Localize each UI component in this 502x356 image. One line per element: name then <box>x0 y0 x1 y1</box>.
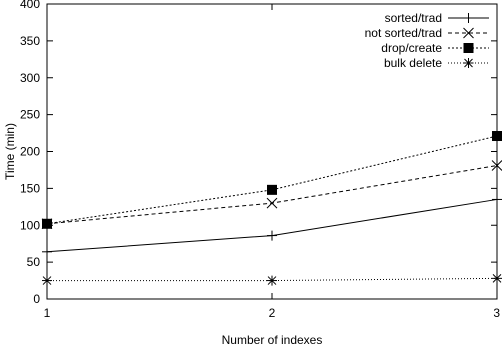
legend-marker <box>463 43 474 53</box>
y-tick-label: 200 <box>20 145 40 159</box>
data-point <box>267 230 277 241</box>
y-tick-label: 250 <box>20 108 40 122</box>
y-tick-label: 350 <box>20 34 40 48</box>
y-tick-label: 50 <box>27 255 41 269</box>
y-tick-label: 0 <box>33 292 40 306</box>
legend-label: not sorted/trad <box>365 26 442 40</box>
series-line <box>46 135 498 225</box>
legend-label: sorted/trad <box>385 11 442 25</box>
data-point <box>266 197 278 209</box>
legend-entry: sorted/trad <box>385 11 489 25</box>
series-bulk-delete <box>42 273 502 286</box>
legend-label: bulk delete <box>384 56 442 70</box>
plot-frame <box>46 3 498 300</box>
legend-entry: not sorted/trad <box>365 26 489 40</box>
series-line <box>46 198 498 253</box>
legend-marker <box>463 27 474 39</box>
legend-entry: bulk delete <box>384 56 489 70</box>
y-axis-label: Time (min) <box>3 123 17 180</box>
series-layer <box>41 131 502 286</box>
x-tick-label: 2 <box>269 306 276 320</box>
data-point <box>267 275 277 286</box>
series-drop-create <box>42 131 502 229</box>
legend-marker <box>463 13 474 23</box>
legend-entry: drop/create <box>381 41 489 55</box>
y-tick-label: 100 <box>20 218 40 232</box>
y-tick-label: 400 <box>20 0 40 11</box>
x-tick-label: 1 <box>44 306 51 320</box>
x-tick-label: 3 <box>493 306 500 320</box>
legend-marker <box>463 58 474 68</box>
y-tick-label: 150 <box>20 181 40 195</box>
y-axis-ticks: 0 50 100 150 200 250 300 350 400 <box>20 0 497 306</box>
legend-label: drop/create <box>381 41 442 55</box>
data-point <box>267 184 277 195</box>
x-axis-label: Number of indexes <box>222 333 323 347</box>
y-tick-label: 300 <box>20 71 40 85</box>
